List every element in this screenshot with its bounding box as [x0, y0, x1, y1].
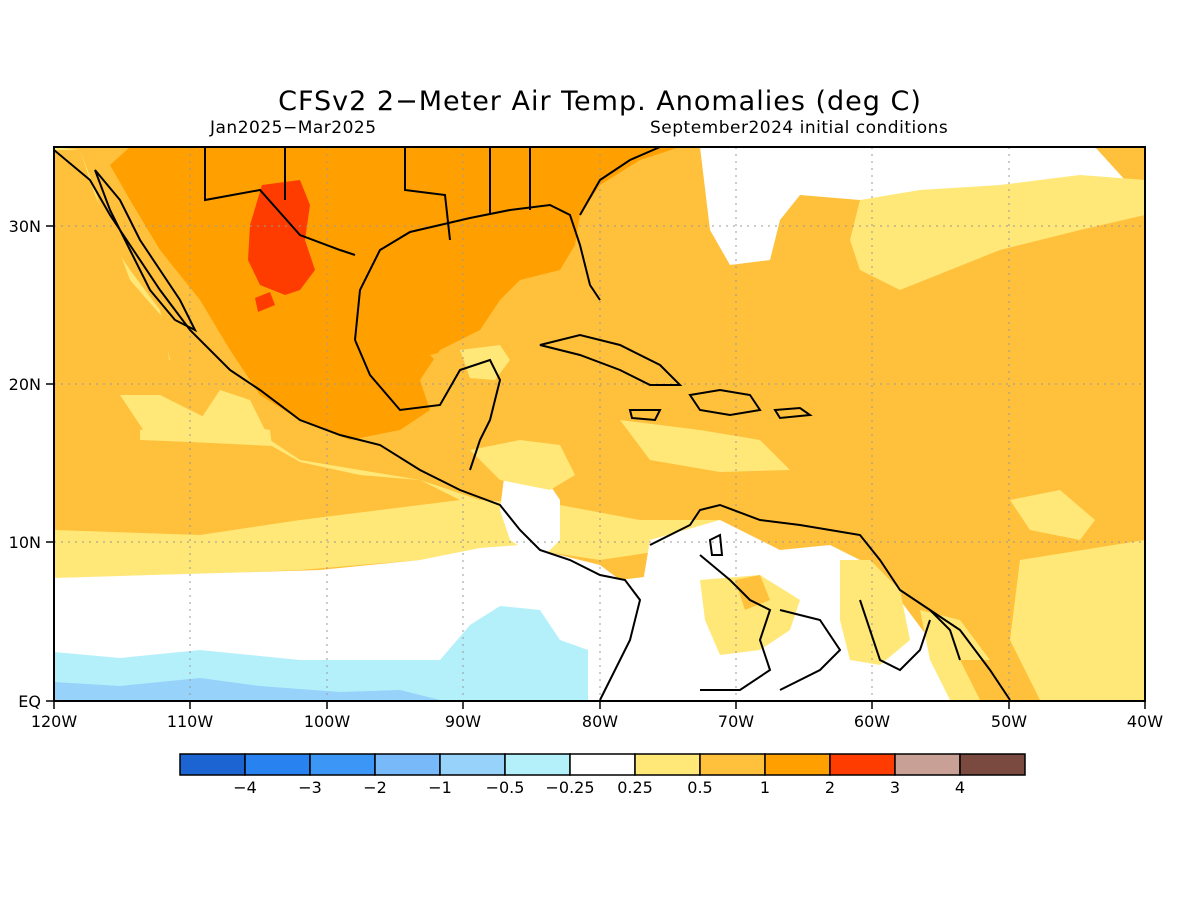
colorbar-swatch [764, 753, 831, 776]
longitude-labels: 120W 110W 100W 90W 80W 70W 60W 50W 40W [31, 712, 1163, 731]
latitude-labels: EQ 10N 20N 30N [9, 217, 41, 711]
lon-label: 80W [582, 712, 618, 731]
colorbar-swatch [439, 753, 506, 776]
lon-label: 50W [991, 712, 1027, 731]
colorbar-label: 0.25 [617, 778, 653, 797]
colorbar: −4 −3 −2 −1 −0.5 −0.25 0.25 0.5 1 2 3 4 [179, 753, 1026, 797]
colorbar-label: −3 [298, 778, 322, 797]
lat-label: 20N [9, 375, 41, 394]
lon-label: 90W [445, 712, 481, 731]
colorbar-label: −0.25 [545, 778, 594, 797]
cold-tongue [54, 606, 588, 700]
lat-label: EQ [18, 692, 41, 711]
colorbar-swatch [959, 753, 1026, 776]
colorbar-label: −0.5 [486, 778, 525, 797]
map-title: CFSv2 2−Meter Air Temp. Anomalies (deg C… [278, 86, 922, 117]
lat-label: 10N [9, 533, 41, 552]
anomaly-fields [54, 147, 1145, 701]
lon-label: 70W [718, 712, 754, 731]
forecast-period: Jan2025−Mar2025 [210, 118, 377, 138]
colorbar-swatch [244, 753, 311, 776]
colorbar-label: 0.5 [687, 778, 712, 797]
colorbar-swatch [179, 753, 246, 776]
lon-label: 40W [1127, 712, 1163, 731]
colorbar-label: −1 [428, 778, 452, 797]
lon-label: 100W [304, 712, 351, 731]
max-warm-anomaly [248, 180, 315, 295]
colorbar-swatch [894, 753, 961, 776]
colorbar-swatch [699, 753, 766, 776]
lat-label: 30N [9, 217, 41, 236]
colorbar-swatch [634, 753, 701, 776]
graticule [54, 147, 1145, 700]
initial-conditions: September2024 initial conditions [650, 118, 949, 138]
colorbar-label: 1 [760, 778, 770, 797]
colorbar-label: −2 [363, 778, 387, 797]
colorbar-label: 2 [825, 778, 835, 797]
colorbar-label: 3 [890, 778, 900, 797]
colorbar-swatch [829, 753, 896, 776]
colorbar-swatch [374, 753, 441, 776]
coastlines [54, 147, 1011, 701]
colorbar-swatch [504, 753, 571, 776]
lon-label: 110W [167, 712, 214, 731]
colorbar-label: −4 [233, 778, 257, 797]
lon-label: 120W [31, 712, 78, 731]
colorbar-swatch [569, 753, 636, 776]
lon-label: 60W [854, 712, 890, 731]
colorbar-swatch [309, 753, 376, 776]
colorbar-label: 4 [955, 778, 965, 797]
